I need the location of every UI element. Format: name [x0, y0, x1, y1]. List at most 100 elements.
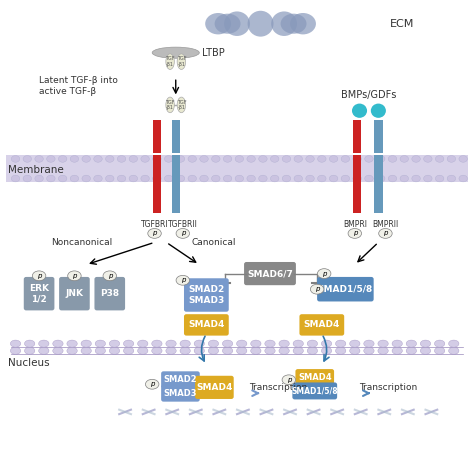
- Ellipse shape: [436, 155, 444, 162]
- Ellipse shape: [188, 175, 197, 182]
- Ellipse shape: [307, 340, 318, 347]
- FancyBboxPatch shape: [94, 277, 125, 310]
- Ellipse shape: [341, 155, 350, 162]
- Ellipse shape: [447, 155, 456, 162]
- Text: p: p: [287, 377, 291, 383]
- Text: p: p: [37, 273, 41, 279]
- Text: p: p: [353, 230, 357, 237]
- Ellipse shape: [435, 347, 445, 354]
- Ellipse shape: [281, 13, 307, 34]
- Ellipse shape: [376, 155, 385, 162]
- Ellipse shape: [436, 175, 444, 182]
- Text: Latent TGF-β into
active TGF-β: Latent TGF-β into active TGF-β: [39, 76, 118, 96]
- Text: JNK: JNK: [65, 289, 83, 298]
- Bar: [374, 119, 383, 153]
- FancyBboxPatch shape: [295, 369, 334, 386]
- Text: SMAD4: SMAD4: [188, 321, 225, 330]
- Ellipse shape: [38, 347, 49, 354]
- Ellipse shape: [282, 375, 296, 385]
- Ellipse shape: [388, 155, 397, 162]
- Ellipse shape: [68, 271, 81, 281]
- Ellipse shape: [224, 11, 250, 36]
- Ellipse shape: [67, 340, 77, 347]
- Text: LTBP: LTBP: [202, 48, 225, 58]
- Bar: [153, 119, 161, 153]
- Ellipse shape: [23, 175, 32, 182]
- Ellipse shape: [365, 175, 373, 182]
- Ellipse shape: [11, 155, 20, 162]
- Ellipse shape: [32, 271, 46, 281]
- Ellipse shape: [279, 347, 289, 354]
- Ellipse shape: [321, 340, 332, 347]
- Ellipse shape: [388, 175, 397, 182]
- Ellipse shape: [247, 11, 273, 37]
- Ellipse shape: [222, 340, 233, 347]
- Text: Canonical: Canonical: [191, 238, 236, 247]
- FancyBboxPatch shape: [161, 385, 200, 402]
- Ellipse shape: [176, 229, 190, 238]
- Ellipse shape: [271, 175, 279, 182]
- Ellipse shape: [137, 347, 148, 354]
- Ellipse shape: [352, 104, 367, 118]
- Ellipse shape: [293, 340, 303, 347]
- Text: p: p: [322, 271, 327, 277]
- Ellipse shape: [94, 175, 102, 182]
- Ellipse shape: [336, 340, 346, 347]
- Text: SMAD1/5/8: SMAD1/5/8: [318, 285, 373, 294]
- Ellipse shape: [293, 347, 303, 354]
- Ellipse shape: [141, 175, 149, 182]
- Ellipse shape: [208, 347, 219, 354]
- Ellipse shape: [318, 269, 331, 278]
- Ellipse shape: [329, 155, 338, 162]
- Ellipse shape: [271, 155, 279, 162]
- Ellipse shape: [376, 175, 385, 182]
- FancyBboxPatch shape: [300, 314, 344, 335]
- Ellipse shape: [103, 271, 117, 281]
- Text: Noncanonical: Noncanonical: [51, 238, 112, 247]
- Ellipse shape: [109, 340, 119, 347]
- Ellipse shape: [53, 347, 63, 354]
- Ellipse shape: [364, 340, 374, 347]
- Ellipse shape: [251, 340, 261, 347]
- Ellipse shape: [400, 175, 409, 182]
- Ellipse shape: [25, 347, 35, 354]
- Text: p: p: [181, 230, 185, 237]
- Ellipse shape: [109, 347, 119, 354]
- FancyBboxPatch shape: [24, 277, 55, 310]
- Ellipse shape: [129, 155, 137, 162]
- Ellipse shape: [459, 175, 467, 182]
- Text: BMPRII: BMPRII: [372, 220, 399, 229]
- Ellipse shape: [67, 347, 77, 354]
- Ellipse shape: [348, 229, 362, 238]
- Ellipse shape: [194, 347, 204, 354]
- Bar: [374, 181, 383, 213]
- Ellipse shape: [166, 347, 176, 354]
- Ellipse shape: [400, 155, 409, 162]
- Ellipse shape: [94, 155, 102, 162]
- Ellipse shape: [10, 347, 21, 354]
- Ellipse shape: [153, 175, 161, 182]
- Ellipse shape: [259, 155, 267, 162]
- Ellipse shape: [35, 155, 43, 162]
- Ellipse shape: [70, 175, 79, 182]
- Ellipse shape: [448, 347, 459, 354]
- Ellipse shape: [307, 347, 318, 354]
- Ellipse shape: [420, 347, 431, 354]
- Ellipse shape: [392, 340, 402, 347]
- Ellipse shape: [53, 340, 63, 347]
- Ellipse shape: [379, 229, 392, 238]
- Ellipse shape: [306, 175, 314, 182]
- Text: Membrane: Membrane: [9, 165, 64, 175]
- Ellipse shape: [406, 340, 417, 347]
- Ellipse shape: [223, 175, 232, 182]
- Ellipse shape: [310, 284, 324, 294]
- Ellipse shape: [279, 340, 289, 347]
- Ellipse shape: [211, 155, 220, 162]
- Text: P38: P38: [100, 289, 119, 298]
- Ellipse shape: [188, 155, 197, 162]
- Ellipse shape: [106, 175, 114, 182]
- Ellipse shape: [38, 340, 49, 347]
- Ellipse shape: [141, 155, 149, 162]
- Text: Nucleus: Nucleus: [9, 358, 50, 368]
- Ellipse shape: [247, 155, 255, 162]
